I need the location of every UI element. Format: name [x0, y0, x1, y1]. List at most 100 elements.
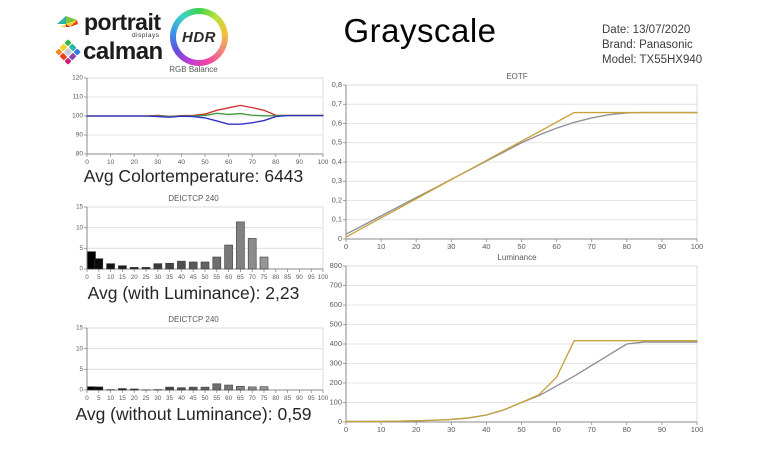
luminance-plot: 0 100 200 300 400 500 600 700 800 0 10 20 30 40 50 60 70…: [330, 263, 704, 435]
svg-text:800: 800: [330, 263, 342, 270]
svg-text:500: 500: [330, 319, 342, 328]
svg-text:30: 30: [154, 159, 162, 166]
svg-text:95: 95: [308, 274, 315, 281]
svg-text:80: 80: [76, 151, 84, 158]
svg-text:0: 0: [80, 266, 84, 273]
svg-text:70: 70: [588, 425, 596, 434]
svg-text:20: 20: [131, 274, 138, 281]
session-info: Date: 13/07/2020 Brand: Panasonic Model:…: [602, 23, 702, 68]
portrait-displays-icon: [57, 15, 78, 27]
displays-logo-text: displays: [132, 32, 160, 39]
hdr-badge: HDR: [170, 8, 228, 66]
svg-text:75: 75: [261, 274, 268, 281]
svg-text:10: 10: [76, 345, 83, 352]
svg-text:65: 65: [237, 274, 244, 281]
svg-text:20: 20: [131, 395, 138, 402]
svg-text:60: 60: [552, 242, 560, 251]
calman-icon: [55, 39, 81, 65]
rgb-balance-chart: RGB Balance 80 90 100 110 120 0 10 20 30 40 50 60 70…: [57, 65, 330, 167]
svg-text:50: 50: [202, 274, 209, 281]
svg-text:0: 0: [338, 234, 342, 243]
hdr-badge-inner: HDR: [176, 14, 222, 60]
svg-text:80: 80: [272, 274, 279, 281]
svg-text:40: 40: [482, 242, 490, 251]
svg-text:45: 45: [190, 395, 197, 402]
svg-text:60: 60: [225, 274, 232, 281]
svg-text:0,8: 0,8: [332, 82, 342, 89]
svg-text:20: 20: [131, 159, 139, 166]
svg-text:100: 100: [72, 113, 83, 120]
portrait-logo-text: portrait: [84, 9, 161, 35]
svg-text:0,5: 0,5: [332, 138, 342, 147]
svg-text:40: 40: [178, 159, 186, 166]
svg-text:15: 15: [119, 274, 126, 281]
deictcp-with-luminance-plot: 0 5 10 15 0 5 10 15 20 25 30 35 40 45 50 55 60 65 70 75 80 85…: [57, 204, 330, 282]
svg-text:100: 100: [691, 425, 704, 434]
svg-text:5: 5: [97, 274, 101, 281]
svg-text:60: 60: [225, 395, 232, 402]
svg-text:5: 5: [97, 395, 101, 402]
svg-text:10: 10: [107, 395, 114, 402]
svg-text:15: 15: [76, 204, 83, 211]
svg-text:70: 70: [249, 159, 257, 166]
svg-text:0: 0: [338, 417, 342, 426]
luminance-chart: Luminance 0 100 200 300 400 500 600 700 800 0 10 20…: [330, 253, 704, 435]
svg-text:0,7: 0,7: [332, 99, 342, 108]
svg-text:0: 0: [85, 159, 89, 166]
svg-text:100: 100: [691, 242, 704, 251]
deictcp-without-luminance-plot: 0 5 10 15 0 5 10 15 20 25 30 35 40 45 50 55 60 65 70 75 80 85…: [57, 325, 330, 403]
svg-text:30: 30: [447, 425, 455, 434]
svg-text:60: 60: [225, 159, 233, 166]
info-date: Date: 13/07/2020: [602, 24, 691, 36]
avg-colortemperature-caption: Avg Colortemperature: 6443: [83, 166, 304, 186]
avg-with-luminance-caption: Avg (with Luminance): 2,23: [87, 283, 300, 303]
svg-text:0: 0: [80, 387, 84, 394]
svg-text:20: 20: [412, 425, 420, 434]
svg-text:100: 100: [318, 395, 329, 402]
svg-text:15: 15: [119, 395, 126, 402]
svg-text:0,1: 0,1: [332, 215, 342, 224]
calman-logo-text: calman: [83, 38, 163, 65]
svg-text:200: 200: [330, 378, 342, 387]
svg-text:5: 5: [80, 366, 84, 373]
deictcp-without-luminance-title: DEICTCP 240: [168, 315, 219, 324]
svg-text:70: 70: [249, 395, 256, 402]
svg-text:10: 10: [377, 425, 385, 434]
svg-text:120: 120: [72, 75, 83, 82]
svg-text:80: 80: [272, 395, 279, 402]
page-title: Grayscale: [343, 12, 497, 49]
svg-text:5: 5: [80, 245, 84, 252]
svg-text:90: 90: [296, 395, 303, 402]
hdr-badge-text: HDR: [182, 28, 216, 46]
info-brand: Brand: Panasonic: [602, 39, 693, 51]
calman-logo: calman: [55, 38, 246, 65]
svg-text:40: 40: [178, 274, 185, 281]
svg-text:55: 55: [213, 395, 220, 402]
svg-text:20: 20: [412, 242, 420, 251]
deictcp-with-luminance-chart: DEICTCP 240 0 5 10 15 0 5 10 15 20 25 30 35 40 45 50 55…: [57, 194, 330, 282]
svg-text:35: 35: [166, 274, 173, 281]
svg-text:90: 90: [76, 132, 84, 139]
svg-text:100: 100: [330, 397, 342, 406]
svg-text:85: 85: [284, 274, 291, 281]
svg-text:0: 0: [85, 274, 89, 281]
svg-text:75: 75: [261, 395, 268, 402]
svg-text:85: 85: [284, 395, 291, 402]
svg-text:40: 40: [178, 395, 185, 402]
svg-text:60: 60: [552, 425, 560, 434]
svg-text:80: 80: [623, 242, 631, 251]
svg-text:300: 300: [330, 358, 342, 367]
avg-without-luminance-caption: Avg (without Luminance): 0,59: [75, 404, 312, 424]
eotf-plot: 0 0,1 0,2 0,3 0,4 0,5 0,6 0,7 0,8 0 10 20 30 40 50 60 70…: [330, 82, 704, 252]
svg-text:95: 95: [308, 395, 315, 402]
svg-text:90: 90: [296, 159, 304, 166]
luminance-title: Luminance: [497, 253, 537, 262]
svg-text:110: 110: [73, 94, 84, 101]
svg-text:50: 50: [202, 395, 209, 402]
svg-text:100: 100: [318, 274, 329, 281]
deictcp-without-luminance-chart: DEICTCP 240 0 5 10 15 0 5 10 15 20 25 30 35 40 45 50 55…: [57, 315, 330, 403]
svg-text:80: 80: [272, 159, 280, 166]
svg-text:700: 700: [330, 280, 342, 289]
svg-text:0: 0: [344, 425, 348, 434]
